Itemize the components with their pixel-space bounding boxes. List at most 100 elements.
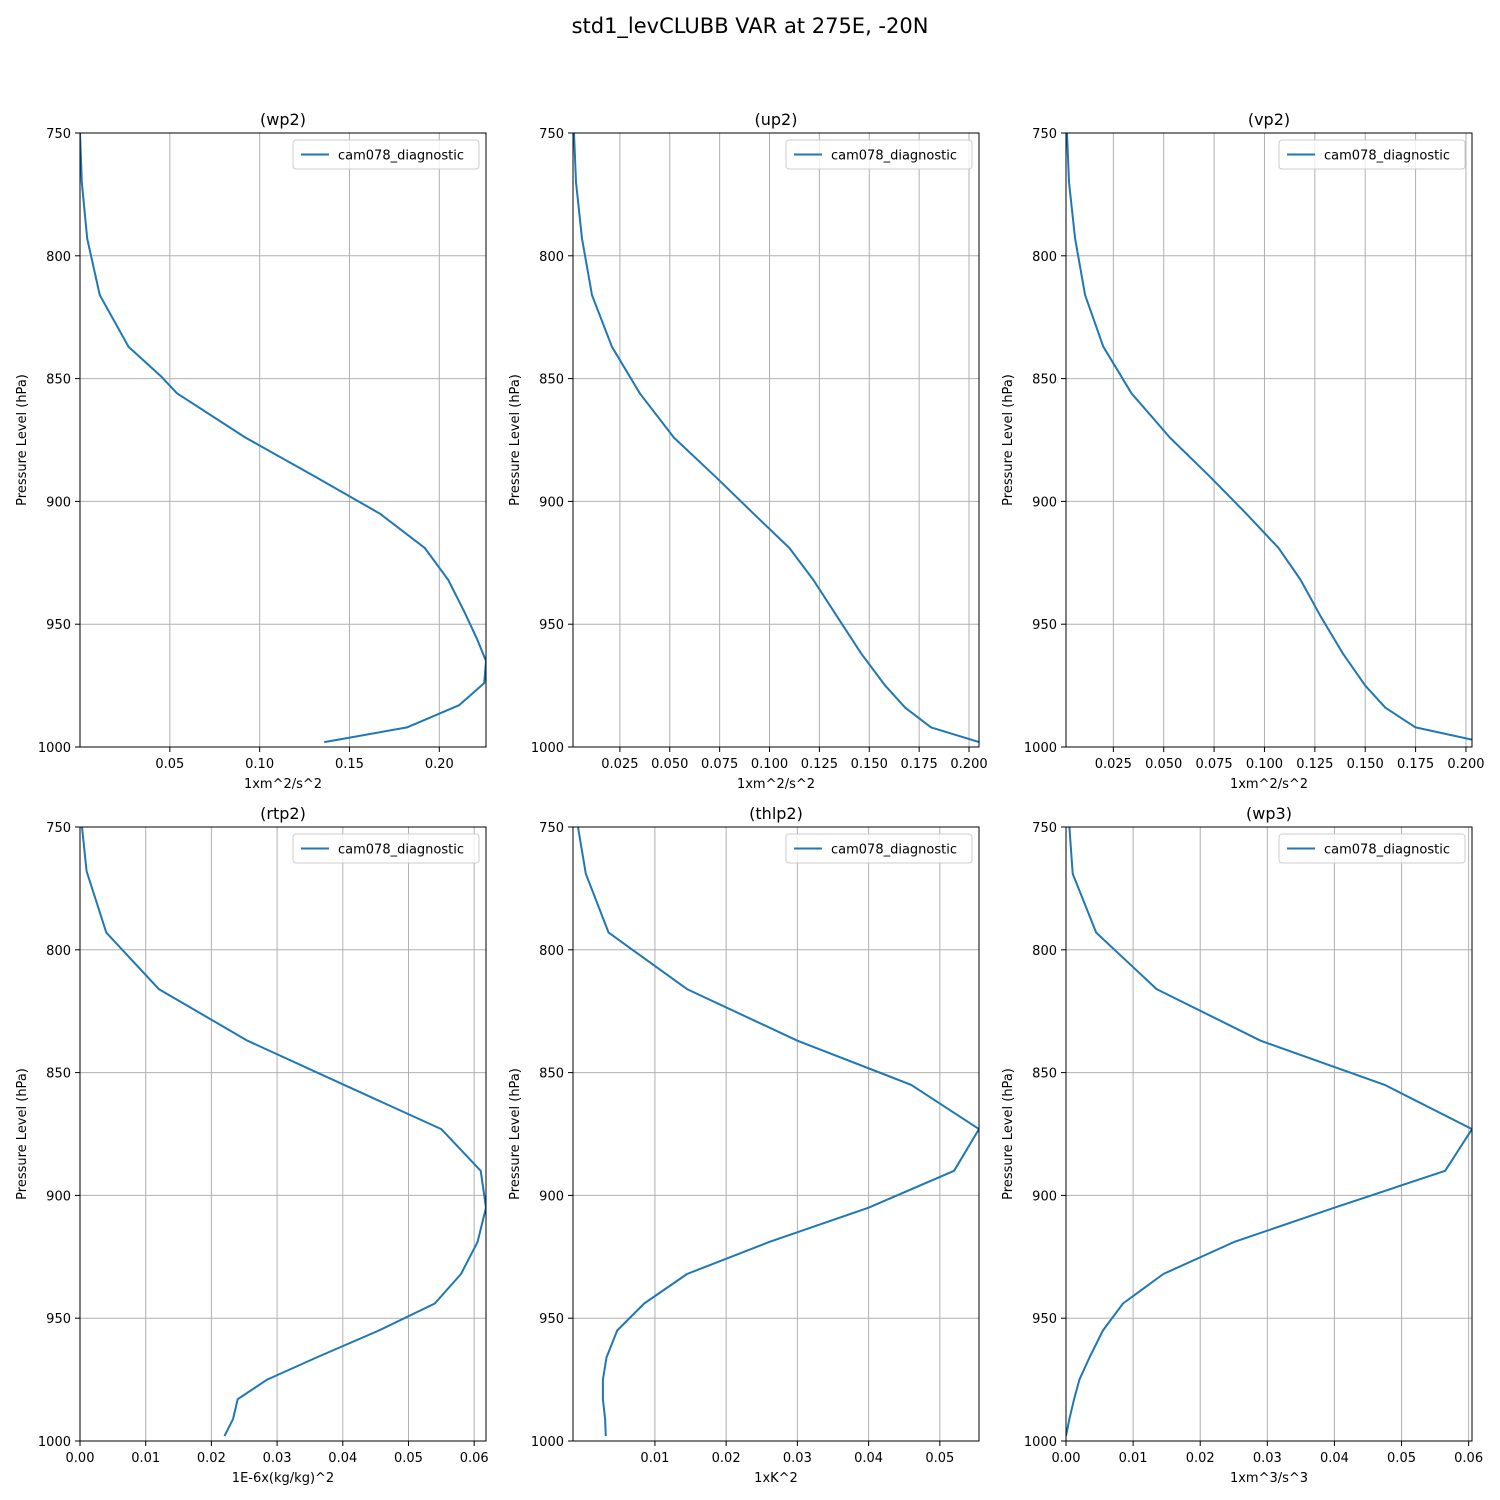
legend-box	[1278, 833, 1466, 864]
x-tick-label: 0.15	[335, 757, 364, 772]
y-tick-label: 750	[46, 127, 71, 142]
y-tick-label: 950	[46, 1312, 71, 1327]
x-tick-label: 0.05	[925, 1451, 954, 1466]
y-tick-label: 750	[539, 127, 564, 142]
y-tick-label: 750	[1032, 127, 1057, 142]
y-tick-label: 900	[1032, 1189, 1057, 1204]
subplot-title: (wp3)	[1246, 804, 1292, 823]
x-tick-label: 0.075	[1195, 757, 1232, 772]
x-tick-label: 0.100	[751, 757, 788, 772]
y-tick-label: 950	[1032, 1312, 1057, 1327]
axes-frame	[572, 826, 980, 1442]
x-tick-label: 0.20	[425, 757, 454, 772]
legend-label: cam078_diagnostic	[338, 149, 464, 164]
y-tick-label: 900	[539, 1189, 564, 1204]
x-tick-label: 0.125	[1296, 757, 1333, 772]
x-tick-label: 0.03	[263, 1451, 292, 1466]
x-tick-label: 0.00	[1052, 1451, 1081, 1466]
subplot-title: (wp2)	[260, 110, 306, 129]
legend-label: cam078_diagnostic	[831, 149, 957, 164]
legend: cam078_diagnostic	[1278, 139, 1466, 170]
x-tick-label: 0.050	[651, 757, 688, 772]
x-tick-label: 0.05	[155, 757, 184, 772]
y-tick-label: 900	[1032, 495, 1057, 510]
subplot-title: (thlp2)	[749, 804, 803, 823]
x-tick-label: 0.175	[901, 757, 938, 772]
y-tick-label: 750	[1032, 821, 1057, 836]
x-tick-label: 0.175	[1397, 757, 1434, 772]
y-tick-label: 850	[1032, 1067, 1057, 1082]
y-axis-label: Pressure Level (hPa)	[1001, 374, 1016, 506]
subplot-title: (up2)	[755, 110, 798, 129]
axes-frame	[1065, 826, 1473, 1442]
x-tick-label: 0.05	[1387, 1451, 1416, 1466]
legend: cam078_diagnostic	[1278, 833, 1466, 864]
x-axis-label: 1xm^2/s^2	[737, 777, 815, 792]
x-tick-label: 0.050	[1145, 757, 1182, 772]
y-tick-label: 750	[539, 821, 564, 836]
series-line	[573, 133, 979, 744]
x-tick-label: 0.025	[1095, 757, 1132, 772]
legend-box	[785, 139, 973, 170]
subplot-title: (rtp2)	[260, 804, 306, 823]
chart-panel: 0.025 0.050 0.075 0.100 0.125 0.150 0.175 0.200…	[508, 110, 988, 792]
x-tick-label: 0.04	[854, 1451, 883, 1466]
y-tick-label: 1000	[531, 1435, 564, 1450]
axes-frame	[79, 826, 487, 1442]
legend-label: cam078_diagnostic	[338, 843, 464, 858]
x-tick-label: 0.02	[712, 1451, 741, 1466]
y-axis-label: Pressure Level (hPa)	[15, 374, 30, 506]
axes-frame	[572, 132, 980, 748]
x-tick-label: 0.05	[394, 1451, 423, 1466]
x-tick-label: 0.03	[783, 1451, 812, 1466]
y-tick-label: 850	[1032, 373, 1057, 388]
x-axis-label: 1xK^2	[754, 1471, 798, 1486]
x-tick-label: 0.150	[1347, 757, 1384, 772]
x-tick-label: 0.100	[1246, 757, 1283, 772]
x-tick-label: 0.150	[851, 757, 888, 772]
chart-panel: 0.00 0.01 0.02 0.03 0.04 0.05 0.06 750 800 850 900…	[15, 804, 489, 1486]
legend-label: cam078_diagnostic	[1324, 843, 1450, 858]
legend-box	[785, 833, 973, 864]
y-tick-label: 950	[539, 1312, 564, 1327]
y-tick-label: 800	[539, 250, 564, 265]
x-tick-label: 0.06	[1454, 1451, 1483, 1466]
x-tick-label: 0.025	[601, 757, 638, 772]
y-tick-label: 900	[539, 495, 564, 510]
x-tick-label: 0.075	[701, 757, 738, 772]
y-tick-label: 800	[46, 250, 71, 265]
legend-label: cam078_diagnostic	[831, 843, 957, 858]
x-axis-label: 1xm^2/s^2	[244, 777, 322, 792]
x-tick-label: 0.02	[1186, 1451, 1215, 1466]
y-tick-label: 950	[1032, 618, 1057, 633]
x-tick-label: 0.04	[328, 1451, 357, 1466]
x-tick-label: 0.200	[1447, 757, 1484, 772]
series-line	[577, 827, 979, 1437]
legend-label: cam078_diagnostic	[1324, 149, 1450, 164]
y-axis-label: Pressure Level (hPa)	[1001, 1068, 1016, 1200]
x-tick-label: 0.01	[131, 1451, 160, 1466]
legend: cam078_diagnostic	[292, 139, 480, 170]
x-tick-label: 0.03	[1253, 1451, 1282, 1466]
x-tick-label: 0.125	[801, 757, 838, 772]
y-tick-label: 850	[539, 373, 564, 388]
y-tick-label: 950	[539, 618, 564, 633]
y-tick-label: 750	[46, 821, 71, 836]
y-tick-label: 800	[46, 944, 71, 959]
y-tick-label: 800	[1032, 944, 1057, 959]
x-tick-label: 0.10	[245, 757, 274, 772]
legend: cam078_diagnostic	[292, 833, 480, 864]
legend-box	[292, 139, 480, 170]
figure-title: std1_levCLUBB VAR at 275E, -20N	[571, 14, 929, 38]
y-tick-label: 1000	[1024, 1435, 1057, 1450]
x-tick-label: 0.01	[640, 1451, 669, 1466]
axes-frame	[79, 132, 487, 748]
series-line	[80, 133, 486, 744]
series-line	[1066, 133, 1472, 741]
subplot-title: (vp2)	[1248, 110, 1290, 129]
series-line	[1066, 827, 1472, 1437]
y-tick-label: 1000	[38, 741, 71, 756]
y-axis-label: Pressure Level (hPa)	[508, 374, 523, 506]
x-tick-label: 0.200	[950, 757, 987, 772]
